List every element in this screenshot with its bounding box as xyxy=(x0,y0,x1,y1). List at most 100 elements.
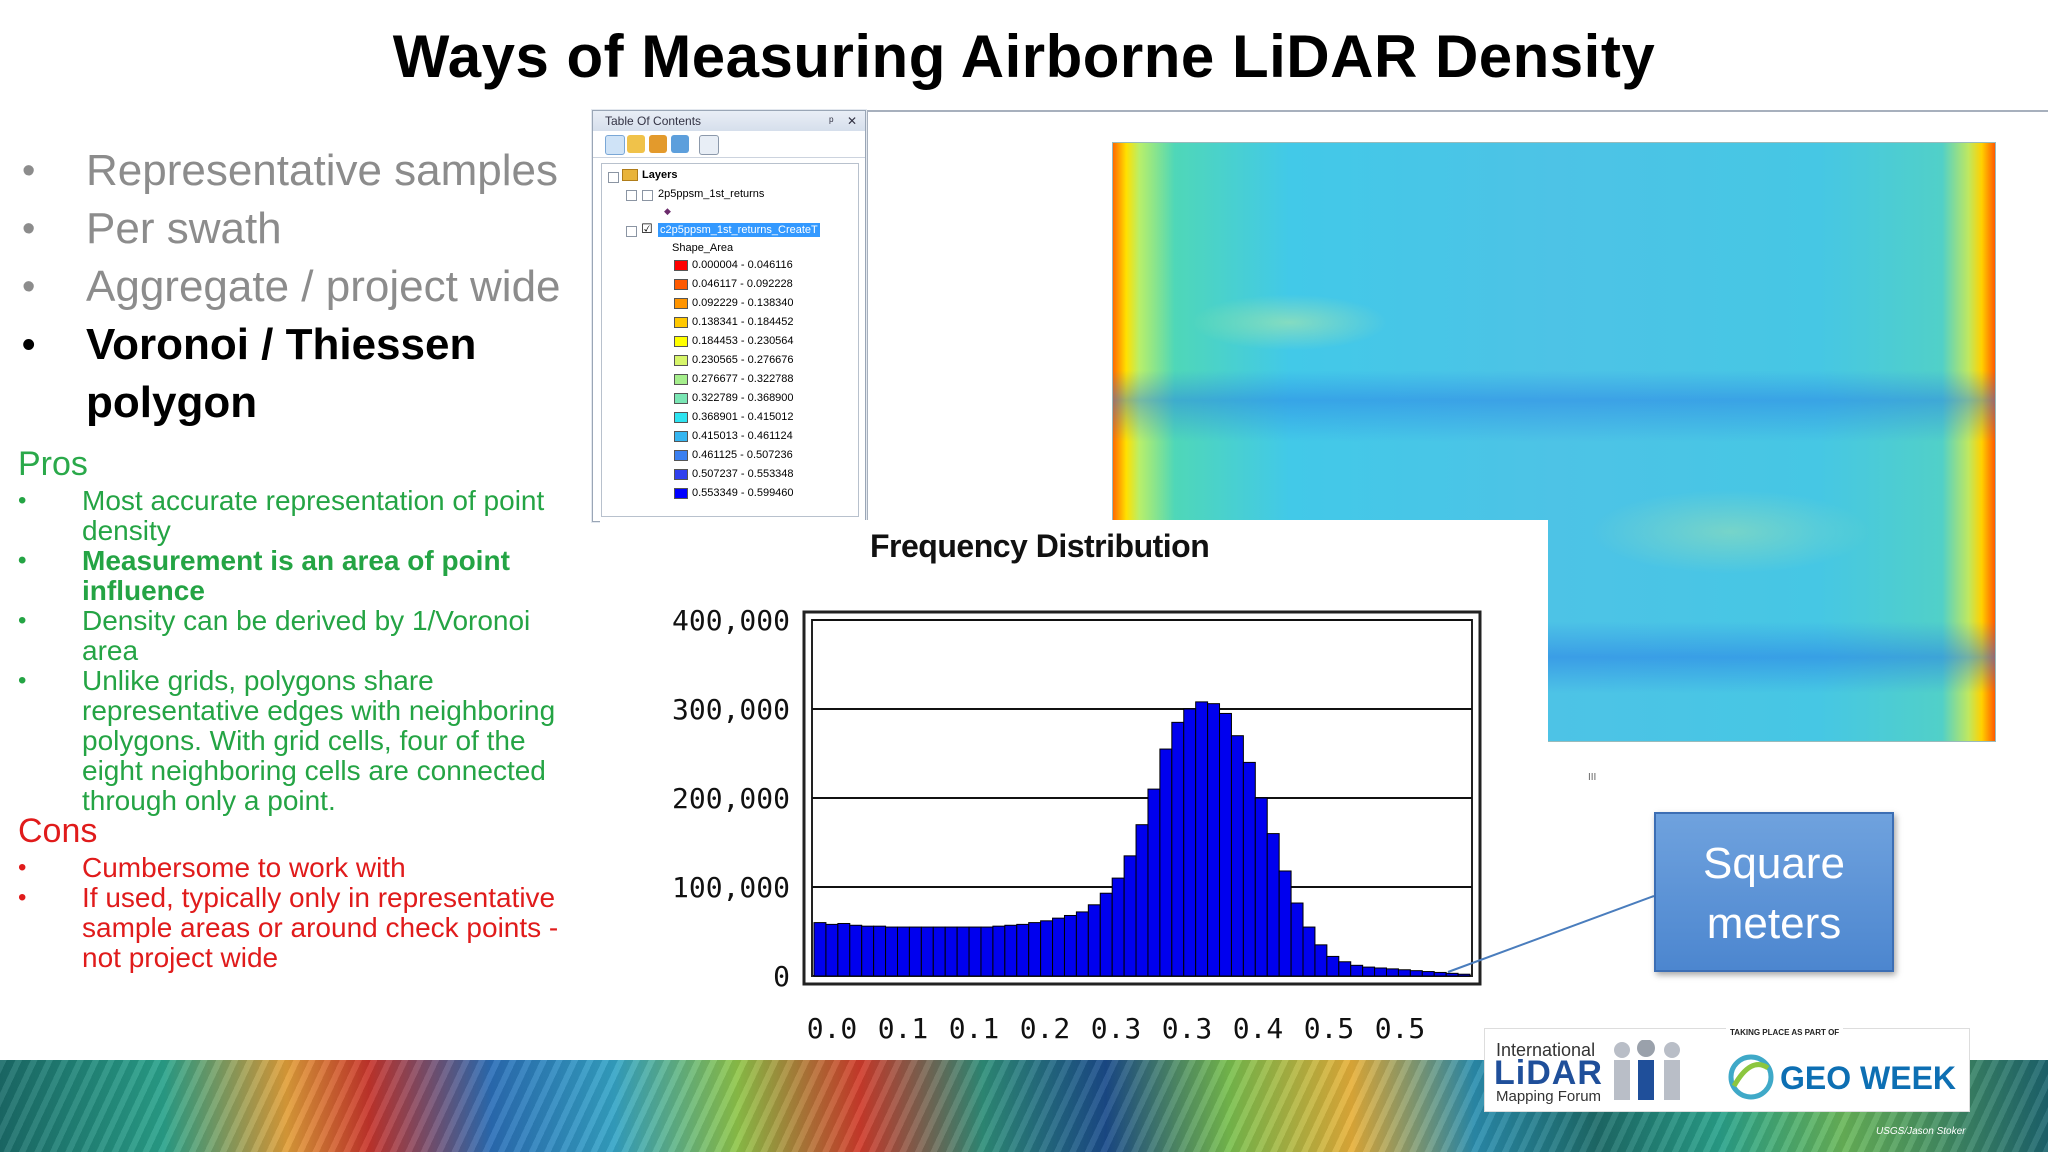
x-tick-label: 0.0 xyxy=(807,1012,858,1040)
legend-swatch xyxy=(674,392,688,404)
method-item: • Representative samples xyxy=(14,142,604,200)
pros-item: • Density can be derived by 1/Voronoi are… xyxy=(18,606,588,666)
legend-item[interactable]: 0.184453 - 0.230564 xyxy=(674,334,794,348)
legend-label: 0.322789 - 0.368900 xyxy=(692,392,794,404)
histogram-bar xyxy=(1171,721,1185,977)
collapse-layer1-icon[interactable] xyxy=(626,190,637,201)
legend-item[interactable]: 0.461125 - 0.507236 xyxy=(674,448,793,462)
histogram-bar xyxy=(1063,914,1077,977)
bullet-icon: • xyxy=(22,150,36,192)
image-credit: USGS/Jason Stoker xyxy=(1876,1126,1966,1137)
legend-label: 0.368901 - 0.415012 xyxy=(692,411,794,423)
legend-item[interactable]: 0.368901 - 0.415012 xyxy=(674,410,794,424)
histogram-bar xyxy=(849,924,863,977)
legend-label: 0.000004 - 0.046116 xyxy=(692,259,793,271)
frequency-chart: 0 100,000 200,000 300,000 400,000 0.0 0.1 0.1 0.… xyxy=(672,604,1482,1040)
histogram-bar xyxy=(825,923,839,977)
histogram-bar xyxy=(873,925,887,977)
pros-item: • Most accurate representation of point d… xyxy=(18,486,588,546)
histogram-bar xyxy=(908,926,922,977)
histogram-bar xyxy=(1362,966,1376,977)
geo-week-logo: GEO WEEK xyxy=(1780,1060,1957,1096)
method-item-text: Per swath xyxy=(86,204,282,253)
legend-item[interactable]: 0.276677 - 0.322788 xyxy=(674,372,794,386)
legend-label: 0.230565 - 0.276676 xyxy=(692,354,794,366)
legend-swatch xyxy=(674,373,688,385)
method-item: polygon xyxy=(14,374,604,432)
map-scroll-mark[interactable]: III xyxy=(1588,772,1597,783)
list-by-source-icon[interactable] xyxy=(627,135,645,153)
histogram-bar xyxy=(1266,833,1280,977)
method-item-text: polygon xyxy=(86,378,258,427)
legend-item[interactable]: 0.415013 - 0.461124 xyxy=(674,429,793,443)
collapse-layer2-icon[interactable] xyxy=(626,226,637,237)
list-by-selection-icon[interactable] xyxy=(671,135,689,153)
close-icon[interactable]: ✕ xyxy=(847,114,858,128)
legend-swatch xyxy=(674,468,688,480)
cons-item: • Cumbersome to work with xyxy=(18,853,588,883)
histogram-bar xyxy=(1207,703,1221,977)
options-icon[interactable] xyxy=(699,135,719,155)
collapse-layers-icon[interactable] xyxy=(608,172,619,183)
slide-title: Ways of Measuring Airborne LiDAR Density xyxy=(392,23,1656,90)
histogram-bar xyxy=(861,925,875,977)
histogram-bar xyxy=(1123,855,1137,977)
list-by-drawing-order-icon[interactable] xyxy=(605,135,625,155)
histogram-bar xyxy=(1052,917,1065,977)
cons-list: • Cumbersome to work with • If used, typica… xyxy=(18,853,588,973)
histogram-bar xyxy=(1457,973,1471,977)
histogram-bar xyxy=(1397,969,1411,977)
bullet-icon: • xyxy=(18,667,27,694)
layer1-label[interactable]: 2p5ppsm_1st_returns xyxy=(658,188,765,200)
layers-folder-icon xyxy=(622,169,638,181)
x-tick-label: 0.4 xyxy=(1233,1012,1284,1040)
pros-item-text: Most accurate representation of point de… xyxy=(82,485,545,546)
histogram-bar xyxy=(956,926,970,977)
histogram-bar xyxy=(1350,964,1364,977)
histogram-bar xyxy=(968,926,982,977)
layer1-checkbox[interactable] xyxy=(642,190,653,201)
legend-label: 0.138341 - 0.184452 xyxy=(692,316,794,328)
histogram-bar xyxy=(1374,967,1388,977)
legend-item[interactable]: 0.230565 - 0.276676 xyxy=(674,353,794,367)
field-label: Shape_Area xyxy=(672,242,734,254)
histogram-bar xyxy=(1135,824,1149,977)
layer2-checkbox[interactable]: ☑ xyxy=(641,221,653,236)
layer2-label[interactable]: c2p5ppsm_1st_returns_CreateT xyxy=(658,223,820,237)
toc-tree: Layers 2p5ppsm_1st_returns ◆ ☑ c2p5ppsm_… xyxy=(601,163,859,517)
layers-root-label: Layers xyxy=(642,169,678,181)
pros-item: • Unlike grids, polygons share representa… xyxy=(18,666,588,816)
legend-item[interactable]: 0.138341 - 0.184452 xyxy=(674,315,794,329)
histogram-bar xyxy=(1314,944,1328,977)
legend-label: 0.507237 - 0.553348 xyxy=(692,468,794,480)
legend-item[interactable]: 0.553349 - 0.599460 xyxy=(674,486,794,500)
legend-swatch xyxy=(674,449,688,461)
point-symbol-icon: ◆ xyxy=(664,206,671,216)
histogram-bar xyxy=(1040,920,1054,977)
histogram-bar xyxy=(1004,924,1018,977)
histogram-bar xyxy=(813,922,827,977)
cons-item-text: Cumbersome to work with xyxy=(82,852,406,883)
ilmf-logo-sub: Mapping Forum xyxy=(1496,1088,1602,1105)
legend-label: 0.276677 - 0.322788 xyxy=(692,373,794,385)
pin-icon[interactable]: ᵖ xyxy=(829,114,834,128)
method-item: • Per swath xyxy=(14,200,604,258)
ilmf-people-icon xyxy=(1614,1040,1680,1100)
legend-label: 0.553349 - 0.599460 xyxy=(692,487,794,499)
legend-item[interactable]: 0.092229 - 0.138340 xyxy=(674,296,794,310)
x-tick-label: 0.5 xyxy=(1375,1012,1426,1040)
legend-swatch xyxy=(674,316,688,328)
legend-item[interactable]: 0.000004 - 0.046116 xyxy=(674,258,793,272)
legend-item[interactable]: 0.046117 - 0.092228 xyxy=(674,277,793,291)
list-by-visibility-icon[interactable] xyxy=(649,135,667,153)
ilmf-logo-main: LiDAR xyxy=(1494,1054,1603,1092)
histogram-bar xyxy=(1075,911,1089,977)
legend-item[interactable]: 0.322789 - 0.368900 xyxy=(674,391,794,405)
pros-item-text: Unlike grids, polygons share representat… xyxy=(82,665,556,816)
histogram-bar xyxy=(1183,708,1197,977)
x-tick-label: 0.3 xyxy=(1162,1012,1213,1040)
toc-header: Table Of Contents ᵖ ✕ xyxy=(593,111,865,131)
legend-item[interactable]: 0.507237 - 0.553348 xyxy=(674,467,794,481)
method-item: • Aggregate / project wide xyxy=(14,258,604,316)
y-tick-label: 200,000 xyxy=(672,782,790,815)
